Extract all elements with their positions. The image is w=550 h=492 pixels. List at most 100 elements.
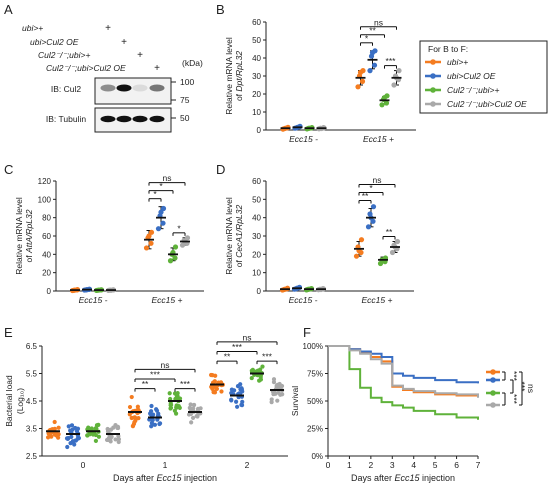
y-tick-label: 6.5	[26, 342, 38, 351]
chart-panel-d: 0 10 20 30 40 50 60 Relative mRNA level of CecA1…	[224, 175, 414, 305]
data-point	[177, 405, 182, 410]
data-point	[148, 240, 154, 246]
data-point	[172, 244, 179, 250]
data-point	[66, 424, 71, 429]
data-point	[396, 68, 402, 74]
x-tick-label: 1	[347, 460, 352, 470]
data-point	[160, 220, 166, 226]
data-point	[219, 389, 224, 394]
blot-genotype-label: Cul2⁻/⁻;ubi>Cul2 OE	[46, 63, 126, 73]
data-point	[155, 226, 162, 232]
data-point	[72, 442, 77, 447]
x-tick-label: 3	[390, 460, 395, 470]
y-axis-label: Survival	[290, 386, 300, 416]
x-label-suffix: injection	[420, 473, 456, 483]
blot-band	[116, 84, 132, 92]
y-tick-label: 60	[252, 177, 261, 186]
data-point	[239, 387, 245, 392]
kda-label: (kDa)	[182, 58, 203, 68]
data-point	[154, 407, 159, 412]
data-point	[143, 245, 150, 251]
y-tick-label: 0	[47, 287, 52, 296]
data-point	[237, 391, 242, 396]
data-point	[279, 383, 285, 389]
x-group-label: Ecc15 -	[289, 134, 318, 144]
significance-label: ***	[262, 352, 273, 362]
data-point	[371, 62, 378, 68]
y-tick-label: 0	[257, 287, 262, 296]
y-tick-label: 100	[38, 195, 52, 204]
data-point	[46, 431, 51, 436]
blot-band	[149, 115, 165, 123]
chart-panel-b: 0 10 20 30 40 50 60 Relative mRNA level of Dpt/R…	[224, 17, 416, 144]
x-group-label: Ecc15 -	[79, 295, 108, 305]
data-point	[189, 420, 194, 425]
data-point	[158, 209, 164, 215]
blot-band	[132, 84, 148, 92]
data-point	[146, 233, 152, 239]
data-point	[355, 84, 361, 90]
data-point	[129, 394, 134, 400]
data-point	[135, 404, 140, 409]
data-point	[190, 415, 196, 421]
y-tick-label: 30	[252, 72, 261, 81]
data-point	[271, 377, 277, 382]
y-tick-label: 0	[257, 126, 262, 135]
significance-label: ns	[374, 17, 383, 27]
significance-label: ns	[243, 332, 252, 342]
significance-label: ns	[161, 360, 170, 370]
data-point	[127, 404, 133, 410]
y-axis-label-of: of	[24, 253, 34, 262]
x-tick-label: 0	[81, 460, 86, 470]
data-point	[184, 235, 191, 241]
data-point	[212, 390, 218, 395]
data-point	[229, 397, 234, 402]
data-point	[68, 441, 73, 446]
data-point	[113, 437, 118, 442]
significance-label: **	[362, 191, 369, 201]
data-point	[173, 411, 179, 416]
blot-genotype-label: Cul2⁻/⁻;ubi>+	[38, 50, 90, 60]
blot-label-cul2: IB: Cul2	[51, 84, 82, 94]
significance-label: ***	[180, 379, 191, 389]
panel-letter-a: A	[4, 2, 13, 17]
panel-letter-d: D	[216, 162, 225, 177]
x-tick-label: 7	[476, 460, 481, 470]
data-point	[391, 82, 397, 88]
y-axis-label: Relative mRNA level	[224, 37, 234, 115]
y-tick-label: 20	[252, 90, 261, 99]
y-tick-label: 20	[252, 250, 261, 259]
data-point	[89, 426, 94, 431]
data-point	[195, 406, 201, 411]
series-end-dot	[490, 377, 496, 383]
data-point	[269, 400, 274, 405]
data-point	[96, 422, 101, 427]
data-point	[249, 375, 254, 381]
data-point	[75, 426, 81, 431]
significance-label: ***	[386, 56, 397, 66]
data-point	[127, 412, 132, 417]
y-tick-label: 40	[252, 214, 261, 223]
data-point	[208, 372, 214, 378]
blot-band	[132, 115, 148, 123]
data-point	[260, 364, 265, 369]
data-point	[232, 388, 237, 393]
panel-letter-b: B	[216, 2, 225, 17]
significance-label: ***	[232, 342, 243, 352]
data-point	[148, 411, 153, 417]
significance-label: **	[386, 227, 393, 237]
data-point	[132, 415, 137, 420]
data-point	[275, 398, 280, 403]
y-axis-label: Relative mRNA level	[14, 197, 24, 275]
x-axis-label: Days after Ecc15 injection	[351, 473, 455, 483]
x-axis-label: Days after Ecc15 injection	[113, 473, 217, 483]
blot-band	[100, 115, 116, 123]
y-axis-label-gene-name: Dpt/RpL32	[234, 51, 244, 92]
survival-line	[328, 345, 479, 398]
data-point	[150, 422, 156, 427]
chart-panel-f: 0% 25% 50% 75% 100% 0 1 2 3 4 5 6 7 Survival Days afte…	[290, 342, 536, 483]
data-point	[381, 95, 388, 101]
kda-value: 100	[180, 77, 194, 87]
y-tick-label: 5.5	[26, 370, 38, 379]
